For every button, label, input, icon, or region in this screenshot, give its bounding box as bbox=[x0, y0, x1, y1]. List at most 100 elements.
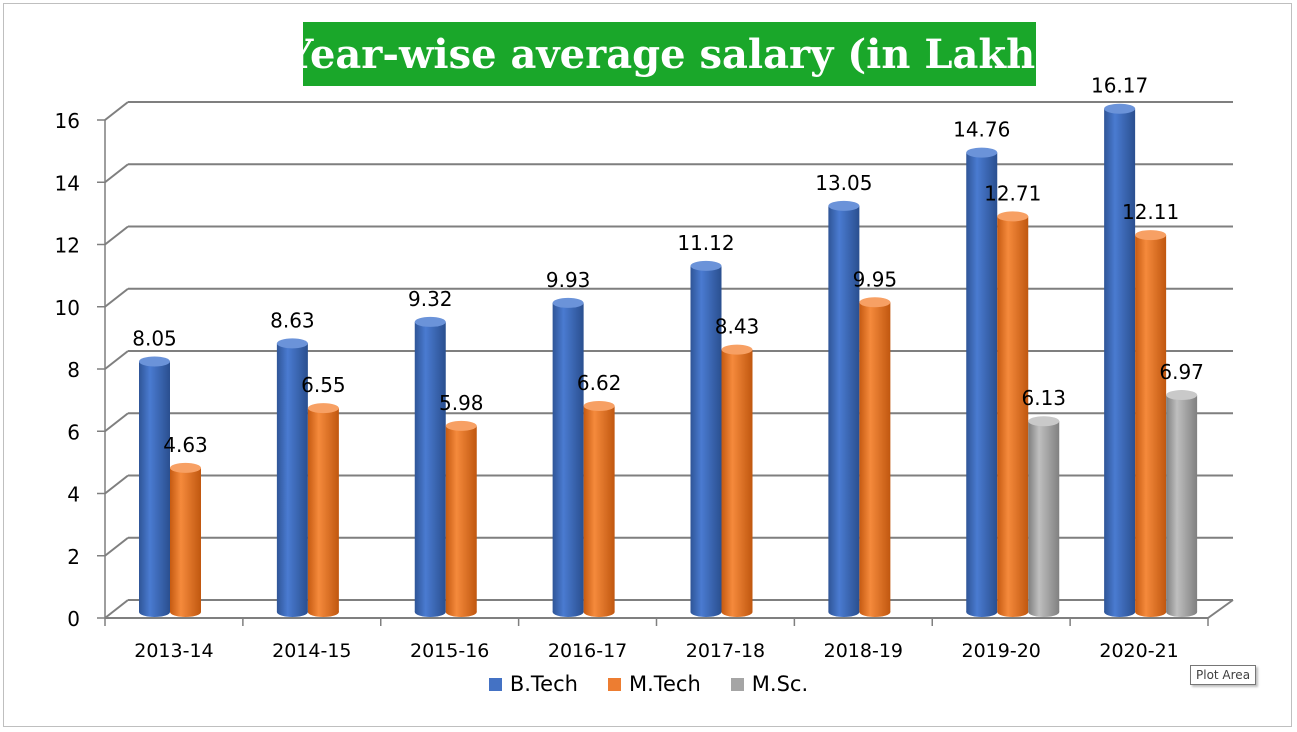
bar-top bbox=[552, 297, 584, 308]
data-label: 9.93 bbox=[546, 268, 591, 292]
bar-base bbox=[1166, 607, 1198, 617]
bar-M.Sc. bbox=[1166, 395, 1198, 612]
bar-top bbox=[1028, 416, 1060, 427]
y-tick-label: 14 bbox=[55, 171, 80, 195]
y-tick-label: 8 bbox=[67, 358, 80, 382]
bar-B.Tech bbox=[414, 321, 446, 612]
legend-item-mtech[interactable]: M.Tech bbox=[607, 672, 701, 696]
data-label: 9.32 bbox=[408, 287, 453, 311]
gridline-side bbox=[104, 225, 129, 246]
bar-top bbox=[1166, 390, 1198, 401]
bar-base bbox=[583, 607, 615, 617]
bar-M.Tech bbox=[721, 349, 753, 612]
data-label: 11.12 bbox=[677, 231, 734, 255]
axes: 0 2 4 6 8 10 12 14 16 2013-14 2014-15 2015-16 2016-1… bbox=[55, 109, 1234, 662]
bar-M.Tech bbox=[445, 425, 477, 612]
x-axis-side bbox=[1207, 599, 1234, 619]
bar-base bbox=[1028, 607, 1060, 617]
x-tick-label: 2017-18 bbox=[686, 640, 765, 662]
x-tick-label: 2013-14 bbox=[134, 640, 213, 662]
bar-top bbox=[1135, 230, 1167, 241]
chart-title: Year-wise average salary (in Lakh) bbox=[284, 30, 1055, 78]
data-label: 6.55 bbox=[301, 373, 346, 397]
y-tick-label: 0 bbox=[67, 607, 80, 631]
bar-base bbox=[552, 607, 584, 617]
legend-swatch-msc bbox=[730, 677, 744, 691]
gridline-side bbox=[104, 287, 129, 308]
bar-M.Sc. bbox=[1028, 421, 1060, 612]
data-label: 12.71 bbox=[984, 181, 1041, 205]
data-label: 6.62 bbox=[577, 371, 622, 395]
bar-top bbox=[859, 297, 891, 308]
bar-top bbox=[828, 200, 860, 211]
data-label: 4.63 bbox=[163, 433, 208, 457]
bars bbox=[139, 103, 1198, 617]
x-tick-label: 2018-19 bbox=[824, 640, 903, 662]
chart-frame[interactable] bbox=[3, 3, 1292, 727]
legend-label-btech: B.Tech bbox=[509, 672, 578, 696]
bar-B.Tech bbox=[552, 302, 584, 612]
bar-B.Tech bbox=[966, 152, 998, 612]
bar-top bbox=[139, 356, 170, 367]
bar-base bbox=[997, 607, 1029, 617]
bar-top bbox=[1104, 103, 1136, 114]
bar-top bbox=[276, 338, 308, 349]
bar-top bbox=[170, 462, 201, 473]
bar-base bbox=[966, 607, 998, 617]
y-tick-label: 10 bbox=[55, 296, 80, 320]
x-tick-label: 2019-20 bbox=[961, 640, 1040, 662]
legend-item-btech[interactable]: B.Tech bbox=[488, 672, 578, 696]
x-tick-label: 2014-15 bbox=[272, 640, 351, 662]
legend-swatch-mtech bbox=[607, 677, 621, 691]
data-label: 5.98 bbox=[439, 391, 484, 415]
legend-label-mtech: M.Tech bbox=[628, 672, 701, 696]
bar-top bbox=[690, 260, 722, 271]
bar-top bbox=[721, 344, 753, 355]
bar-M.Tech bbox=[859, 302, 891, 612]
chart-title-box[interactable]: Year-wise average salary (in Lakh) bbox=[285, 22, 1054, 86]
legend-label-msc: M.Sc. bbox=[751, 672, 809, 696]
y-tick-label: 12 bbox=[55, 234, 80, 258]
bar-base bbox=[690, 607, 722, 617]
data-label: 13.05 bbox=[815, 171, 872, 195]
x-tick-label: 2015-16 bbox=[410, 640, 489, 662]
grid-lines bbox=[104, 101, 1233, 619]
bar-M.Tech bbox=[307, 408, 339, 612]
data-label: 14.76 bbox=[953, 118, 1010, 142]
bar-top bbox=[307, 403, 339, 414]
data-label: 12.11 bbox=[1122, 200, 1179, 224]
legend-swatch-btech bbox=[488, 677, 502, 691]
bar-base bbox=[445, 607, 477, 617]
bar-base bbox=[414, 607, 446, 617]
y-tick-label: 6 bbox=[67, 420, 80, 444]
bar-base bbox=[721, 607, 753, 617]
bar-base bbox=[859, 607, 891, 617]
gridline-side bbox=[104, 474, 129, 495]
x-tick-label: 2016-17 bbox=[548, 640, 627, 662]
data-label: 8.43 bbox=[715, 315, 760, 339]
data-label: 6.13 bbox=[1021, 386, 1066, 410]
legend[interactable]: B.Tech M.Tech M.Sc. bbox=[0, 672, 1297, 696]
bar-B.Tech bbox=[1104, 108, 1136, 613]
gridline-side bbox=[104, 412, 129, 433]
bar-B.Tech bbox=[139, 361, 170, 612]
bar-M.Tech bbox=[997, 216, 1029, 612]
data-labels: 8.05 8.63 9.32 9.93 11.12 13.05 14.76 16.17 4.63… bbox=[132, 74, 1204, 457]
gridline-side bbox=[104, 599, 129, 619]
y-tick-label: 2 bbox=[67, 545, 80, 569]
legend-item-msc[interactable]: M.Sc. bbox=[730, 672, 809, 696]
bar-base bbox=[307, 607, 339, 617]
bar-M.Tech bbox=[170, 467, 201, 612]
bar-top bbox=[414, 316, 446, 327]
bar-M.Tech bbox=[1135, 235, 1167, 613]
plot-area-tooltip: Plot Area bbox=[1190, 665, 1257, 685]
y-tick-label: 16 bbox=[55, 109, 80, 133]
bar-B.Tech bbox=[828, 205, 860, 612]
gridline-side bbox=[104, 101, 129, 121]
bar-top bbox=[997, 211, 1029, 222]
x-tick-label: 2020-21 bbox=[1099, 640, 1178, 662]
bar-B.Tech bbox=[690, 265, 722, 612]
bar-top bbox=[583, 400, 615, 411]
bar-base bbox=[170, 607, 201, 617]
